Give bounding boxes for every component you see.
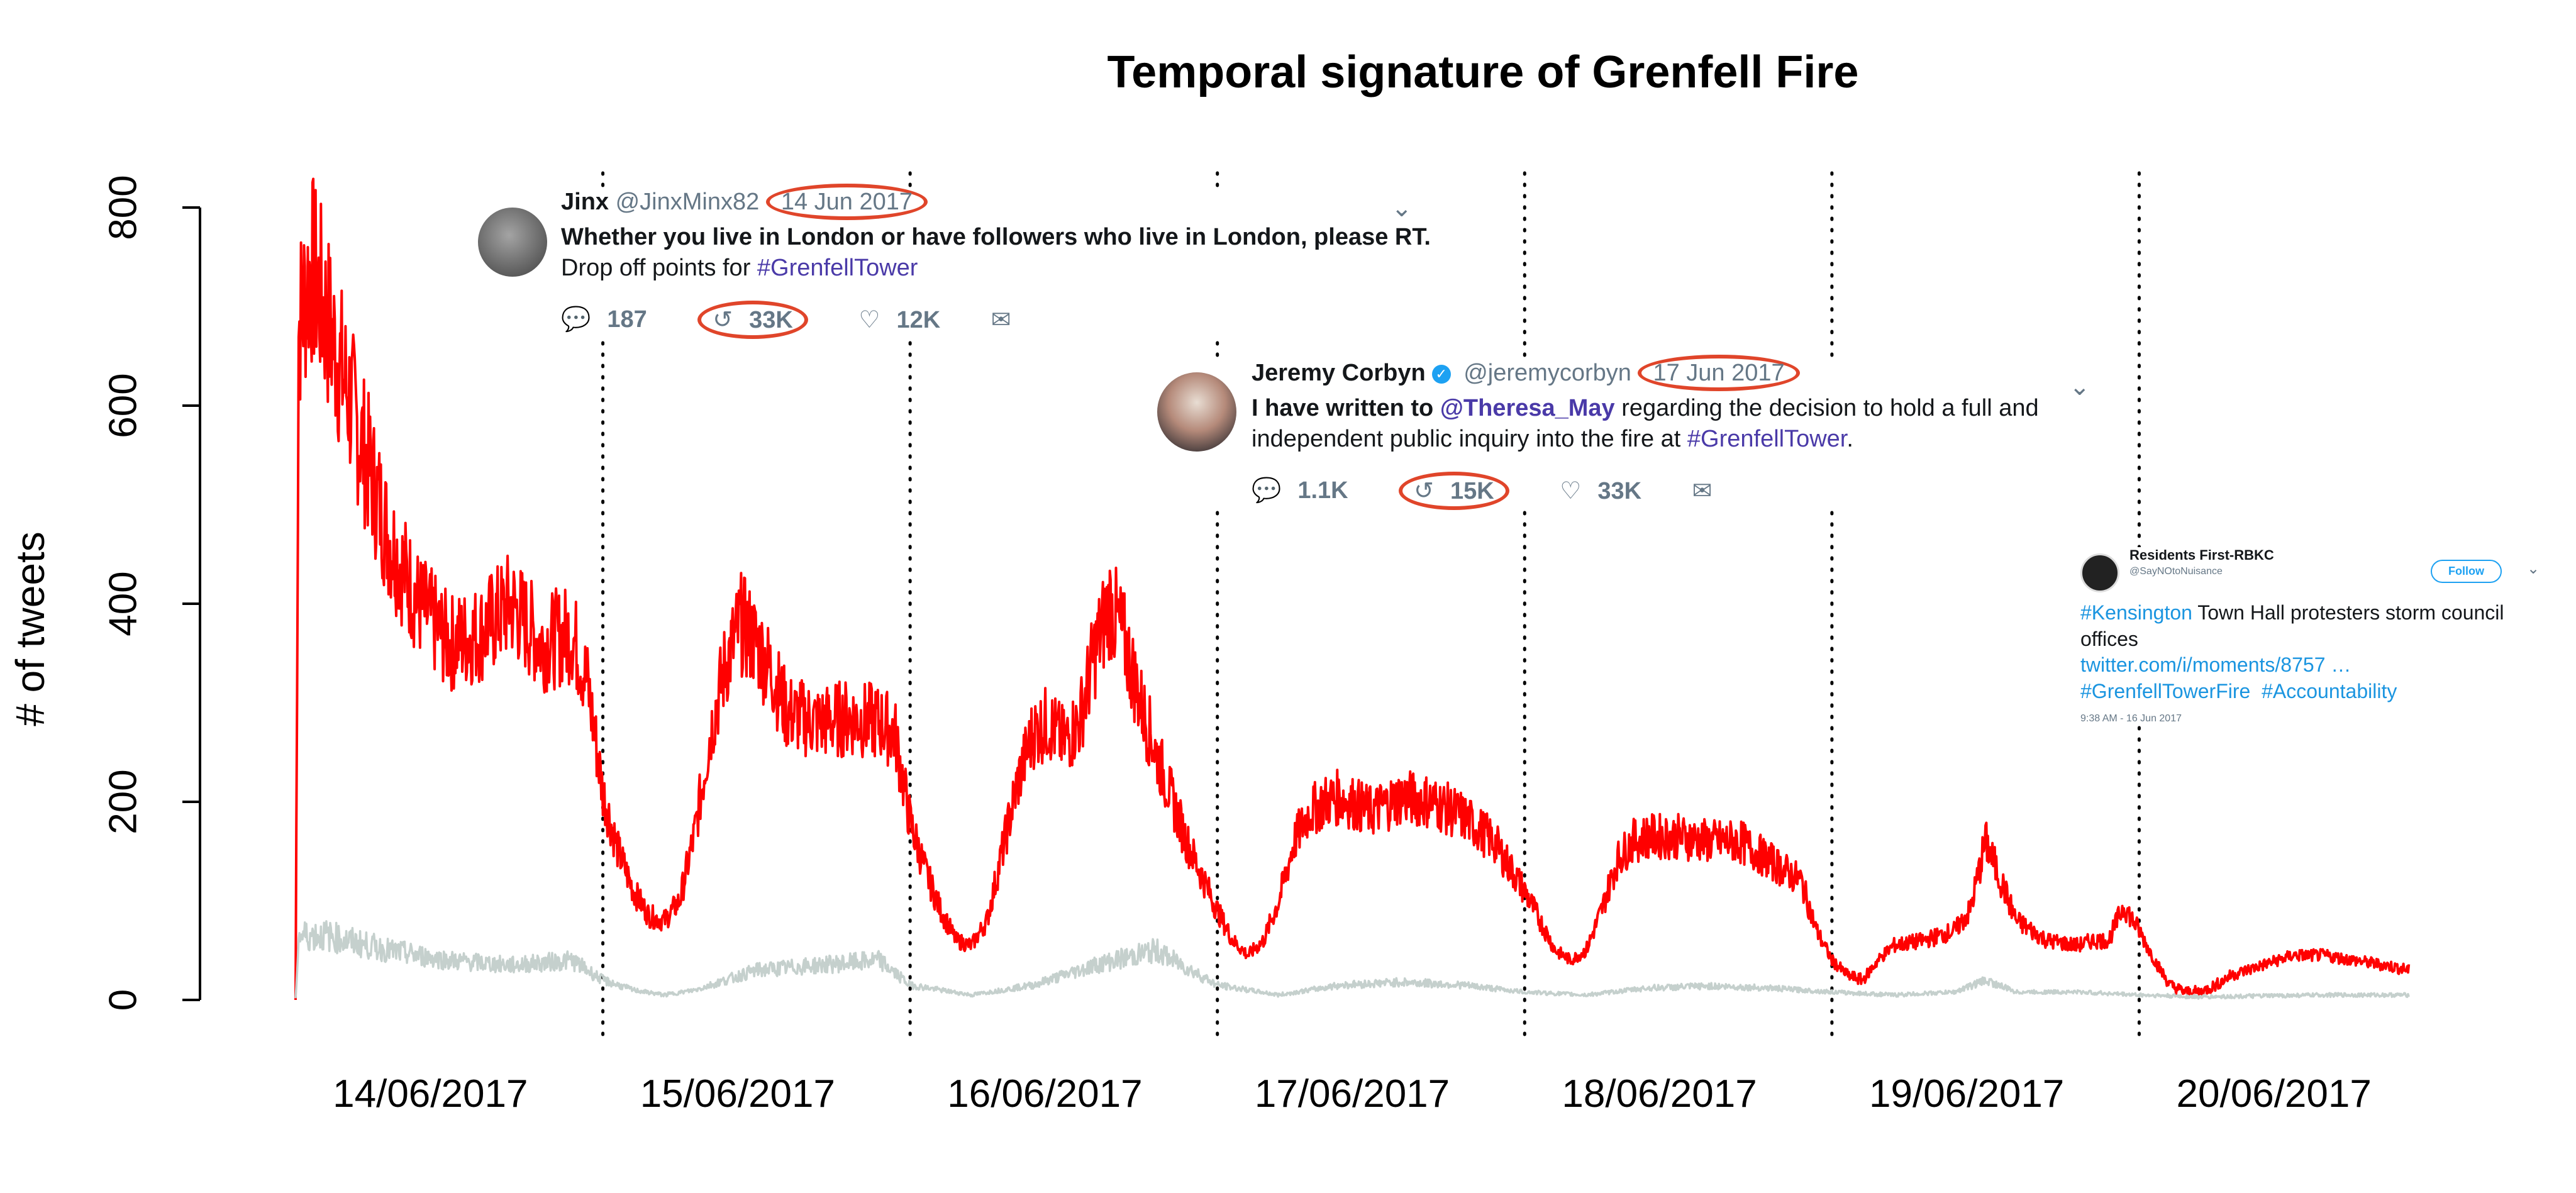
x-tick-label: 18/06/2017	[1562, 1072, 1757, 1116]
series-layer	[294, 177, 2411, 1001]
reply-icon: 💬	[1252, 477, 1282, 504]
y-tick-label: 400	[101, 571, 145, 636]
tweet-actions: 💬 187 ↺ 33K ♡ 12K ✉	[561, 300, 1448, 339]
x-tick-label: 15/06/2017	[640, 1072, 835, 1116]
retweet-count: 15K	[1450, 477, 1494, 504]
hashtag-link[interactable]: #GrenfellTowerFire	[2080, 679, 2251, 702]
series-line-red	[294, 177, 2411, 1001]
tweet-author-handle: @SayNOtoNuisance	[2129, 566, 2223, 577]
chart-title: Temporal signature of Grenfell Fire	[1107, 47, 1859, 97]
mail-button[interactable]: ✉	[1692, 477, 1729, 505]
reply-icon: 💬	[561, 306, 591, 333]
x-tick-label: 20/06/2017	[2177, 1072, 2372, 1116]
tweet-text-part: Town Hall protesters storm council offic…	[2080, 601, 2504, 650]
reply-count: 187	[607, 306, 647, 333]
tweet-date: 14 Jun 2017	[765, 184, 928, 220]
retweet-count: 33K	[749, 306, 793, 333]
mention-link[interactable]: @Theresa_May	[1440, 395, 1615, 421]
x-tick-label: 14/06/2017	[333, 1072, 528, 1116]
hashtag-link[interactable]: #Accountability	[2262, 679, 2397, 702]
tweet-text: #Kensington Town Hall protesters storm c…	[2080, 600, 2553, 704]
retweet-icon: ↺	[713, 306, 733, 333]
like-icon: ♡	[858, 306, 880, 333]
tweet-text: Whether you live in London or have follo…	[561, 222, 1448, 284]
like-button[interactable]: ♡ 12K	[858, 306, 940, 334]
tweet-timestamp: 9:38 AM - 16 Jun 2017	[2080, 713, 2182, 724]
reply-count: 1.1K	[1297, 477, 1348, 504]
tweet-author-name: Jinx	[561, 189, 609, 215]
chevron-down-icon[interactable]: ⌄	[2527, 560, 2540, 577]
tweet-author-handle: @jeremycorbyn	[1463, 360, 1631, 386]
chevron-down-icon[interactable]: ⌄	[1391, 194, 1413, 222]
verified-badge-icon: ✓	[1431, 364, 1451, 384]
tweet-text-part: I have written to	[1252, 395, 1440, 421]
mail-icon: ✉	[1692, 477, 1713, 504]
mail-icon: ✉	[991, 306, 1011, 333]
avatar	[2080, 553, 2119, 592]
reply-button[interactable]: 💬 187	[561, 306, 647, 333]
mail-button[interactable]: ✉	[991, 306, 1028, 334]
tweet-text-plain: Drop off points for	[561, 255, 757, 282]
tweet-author-name: Jeremy Corbyn	[1252, 360, 1426, 386]
tweet-card-jinx[interactable]: ⌄ Jinx @JinxMinx82 14 Jun 2017 Whether y…	[467, 184, 1448, 339]
avatar	[478, 208, 547, 277]
reply-button[interactable]: 💬 1.1K	[1252, 477, 1348, 504]
y-tick-label: 800	[101, 175, 145, 240]
x-tick-label: 16/06/2017	[947, 1072, 1142, 1116]
hashtag-link[interactable]: #Kensington	[2080, 601, 2192, 624]
y-tick-label: 200	[101, 769, 145, 834]
retweet-icon: ↺	[1414, 477, 1435, 504]
tweet-text-part: .	[1846, 426, 1853, 453]
x-tick-label: 17/06/2017	[1255, 1072, 1450, 1116]
tweet-card-rbkc[interactable]: Residents First-RBKC @SayNOtoNuisance Fo…	[2075, 547, 2553, 725]
tweet-card-corbyn[interactable]: ⌄ Jeremy Corbyn ✓ @jeremycorbyn 17 Jun 20…	[1151, 355, 2107, 510]
tweet-text-part: regarding the decision to hold a full an…	[1614, 395, 2039, 421]
tweet-date: 17 Jun 2017	[1638, 355, 1800, 391]
retweet-button[interactable]: ↺ 33K	[697, 300, 808, 339]
follow-button[interactable]: Follow	[2431, 560, 2502, 583]
retweet-button[interactable]: ↺ 15K	[1399, 471, 1509, 510]
tweet-text: I have written to @Theresa_May regarding…	[1252, 393, 2107, 455]
like-count: 33K	[1597, 477, 1642, 504]
y-tick-label: 0	[101, 989, 145, 1011]
x-tick-label: 19/06/2017	[1869, 1072, 2064, 1116]
like-count: 12K	[896, 306, 941, 333]
chevron-down-icon[interactable]: ⌄	[2069, 373, 2090, 401]
tweet-author-name: Residents First-RBKC	[2129, 547, 2274, 563]
tweet-link[interactable]: twitter.com/i/moments/8757 …	[2080, 653, 2351, 677]
like-button[interactable]: ♡ 33K	[1560, 477, 1641, 505]
hashtag-link[interactable]: #GrenfellTower	[757, 255, 918, 282]
tweet-text-part: independent public inquiry into the fire…	[1252, 426, 1687, 453]
series-line-grey	[294, 920, 2410, 1000]
y-tick-label: 600	[101, 373, 145, 438]
avatar	[1157, 372, 1236, 452]
hashtag-link[interactable]: #GrenfellTower	[1687, 426, 1847, 453]
tweet-text-bold: Whether you live in London or have follo…	[561, 224, 1431, 250]
tweet-author-handle: @JinxMinx82	[615, 189, 760, 215]
axes: 0 200 400 600 800 14/06/2017 15/06/2017 16/06/2…	[101, 175, 2371, 1116]
like-icon: ♡	[1560, 477, 1582, 504]
tweet-actions: 💬 1.1K ↺ 15K ♡ 33K ✉	[1252, 471, 2107, 510]
